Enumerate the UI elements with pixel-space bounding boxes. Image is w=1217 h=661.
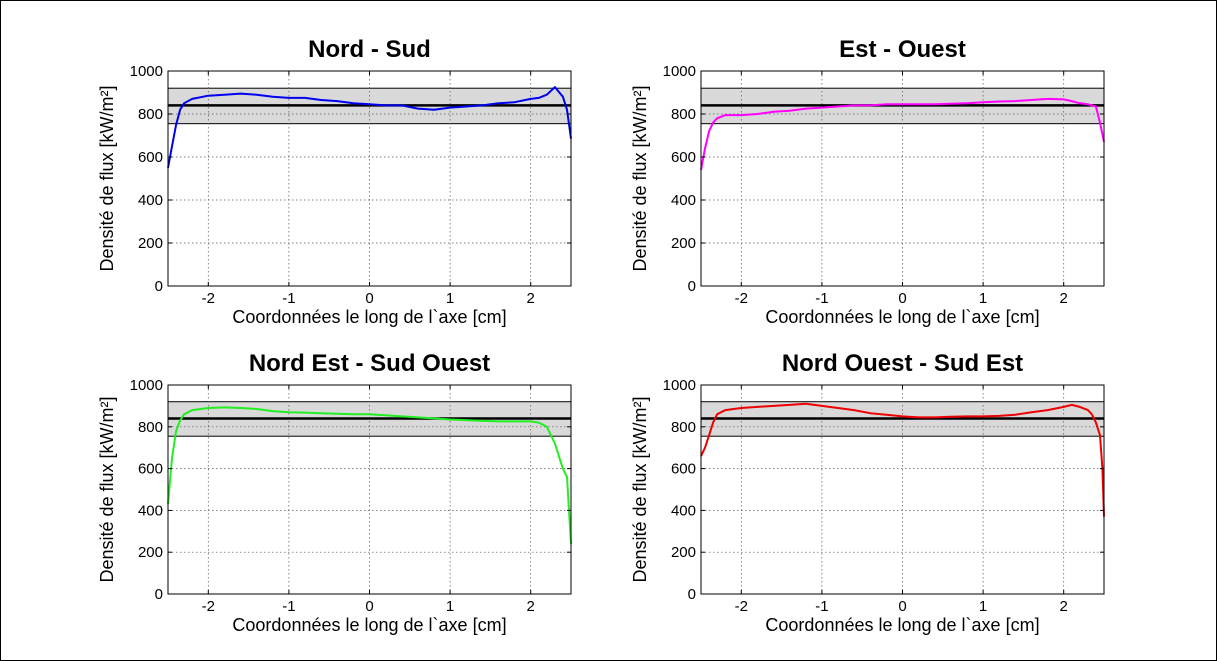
series-line-1 (700, 402, 1105, 517)
y-axis-label: Densité de flux [kW/m²] (630, 85, 650, 271)
y-tick-label: 600 (671, 461, 696, 478)
y-tick-label: 200 (671, 235, 696, 252)
x-axis-label: Coordonnées le long de l`axe [cm] (232, 615, 506, 635)
y-tick-label: 200 (671, 544, 696, 561)
x-tick-label: -2 (735, 598, 748, 615)
chart-panel-2: -2 -1 0 1 2 0 200 400 600 800 1000 Est - Ouest Coord… (630, 36, 1105, 327)
x-tick-label: -2 (735, 290, 748, 307)
chart-title: Nord Ouest - Sud Est (782, 350, 1023, 377)
y-tick-label: 200 (138, 544, 163, 561)
y-axis-label: Densité de flux [kW/m²] (97, 85, 117, 271)
y-tick-label: 0 (688, 586, 696, 603)
chart-panel-1: -2 -1 0 1 2 0 200 400 600 800 1000 Nord - Sud Coordo… (97, 36, 572, 327)
chart-panel-3: -2 -1 0 1 2 0 200 400 600 800 1000 Nord Est - Sud O… (97, 350, 572, 635)
y-tick-label: 800 (671, 419, 696, 436)
x-tick-label: 2 (1060, 598, 1068, 615)
y-tick-label: 400 (671, 502, 696, 519)
y-tick-label: 600 (138, 149, 163, 166)
x-tick-label: 1 (446, 598, 454, 615)
x-tick-label: 2 (1060, 290, 1068, 307)
x-tick-label: 0 (365, 598, 373, 615)
y-tick-label: 400 (138, 192, 163, 209)
chart-title: Nord Est - Sud Ouest (249, 350, 490, 377)
y-tick-label: 1000 (130, 63, 163, 80)
x-tick-label: 1 (446, 290, 454, 307)
y-tick-label: 400 (671, 192, 696, 209)
y-tick-label: 600 (671, 149, 696, 166)
x-tick-label: -2 (202, 290, 215, 307)
y-tick-label: 200 (138, 235, 163, 252)
x-tick-label: 0 (898, 290, 906, 307)
chart-title: Nord - Sud (308, 36, 431, 63)
x-tick-label: 2 (527, 290, 535, 307)
y-tick-label: 800 (671, 106, 696, 123)
series-line-1 (167, 86, 572, 168)
chart-panel-4: -2 -1 0 1 2 0 200 400 600 800 1000 Nord Ouest - Sud… (630, 350, 1105, 635)
y-tick-label: 1000 (130, 377, 163, 394)
y-tick-label: 0 (155, 586, 163, 603)
x-axis-label: Coordonnées le long de l`axe [cm] (232, 307, 506, 327)
series-line-1 (167, 406, 572, 544)
x-tick-label: 1 (979, 290, 987, 307)
x-axis-label: Coordonnées le long de l`axe [cm] (765, 615, 1039, 635)
y-tick-label: 400 (138, 502, 163, 519)
y-tick-label: 800 (138, 419, 163, 436)
x-tick-label: -2 (202, 598, 215, 615)
x-tick-label: -1 (282, 290, 295, 307)
y-axis-label: Densité de flux [kW/m²] (630, 396, 650, 582)
y-tick-label: 0 (155, 278, 163, 295)
x-tick-label: 1 (979, 598, 987, 615)
y-tick-label: 800 (138, 106, 163, 123)
y-tick-label: 1000 (663, 63, 696, 80)
x-tick-label: 0 (898, 598, 906, 615)
x-tick-label: -1 (815, 290, 828, 307)
y-axis-label: Densité de flux [kW/m²] (97, 396, 117, 582)
x-axis-label: Coordonnées le long de l`axe [cm] (765, 307, 1039, 327)
x-tick-label: 2 (527, 598, 535, 615)
x-tick-label: -1 (815, 598, 828, 615)
x-tick-label: 0 (365, 290, 373, 307)
y-tick-label: 1000 (663, 377, 696, 394)
series-line-1 (700, 97, 1105, 171)
y-tick-label: 0 (688, 278, 696, 295)
y-tick-label: 600 (138, 461, 163, 478)
x-tick-label: -1 (282, 598, 295, 615)
chart-title: Est - Ouest (839, 36, 966, 63)
